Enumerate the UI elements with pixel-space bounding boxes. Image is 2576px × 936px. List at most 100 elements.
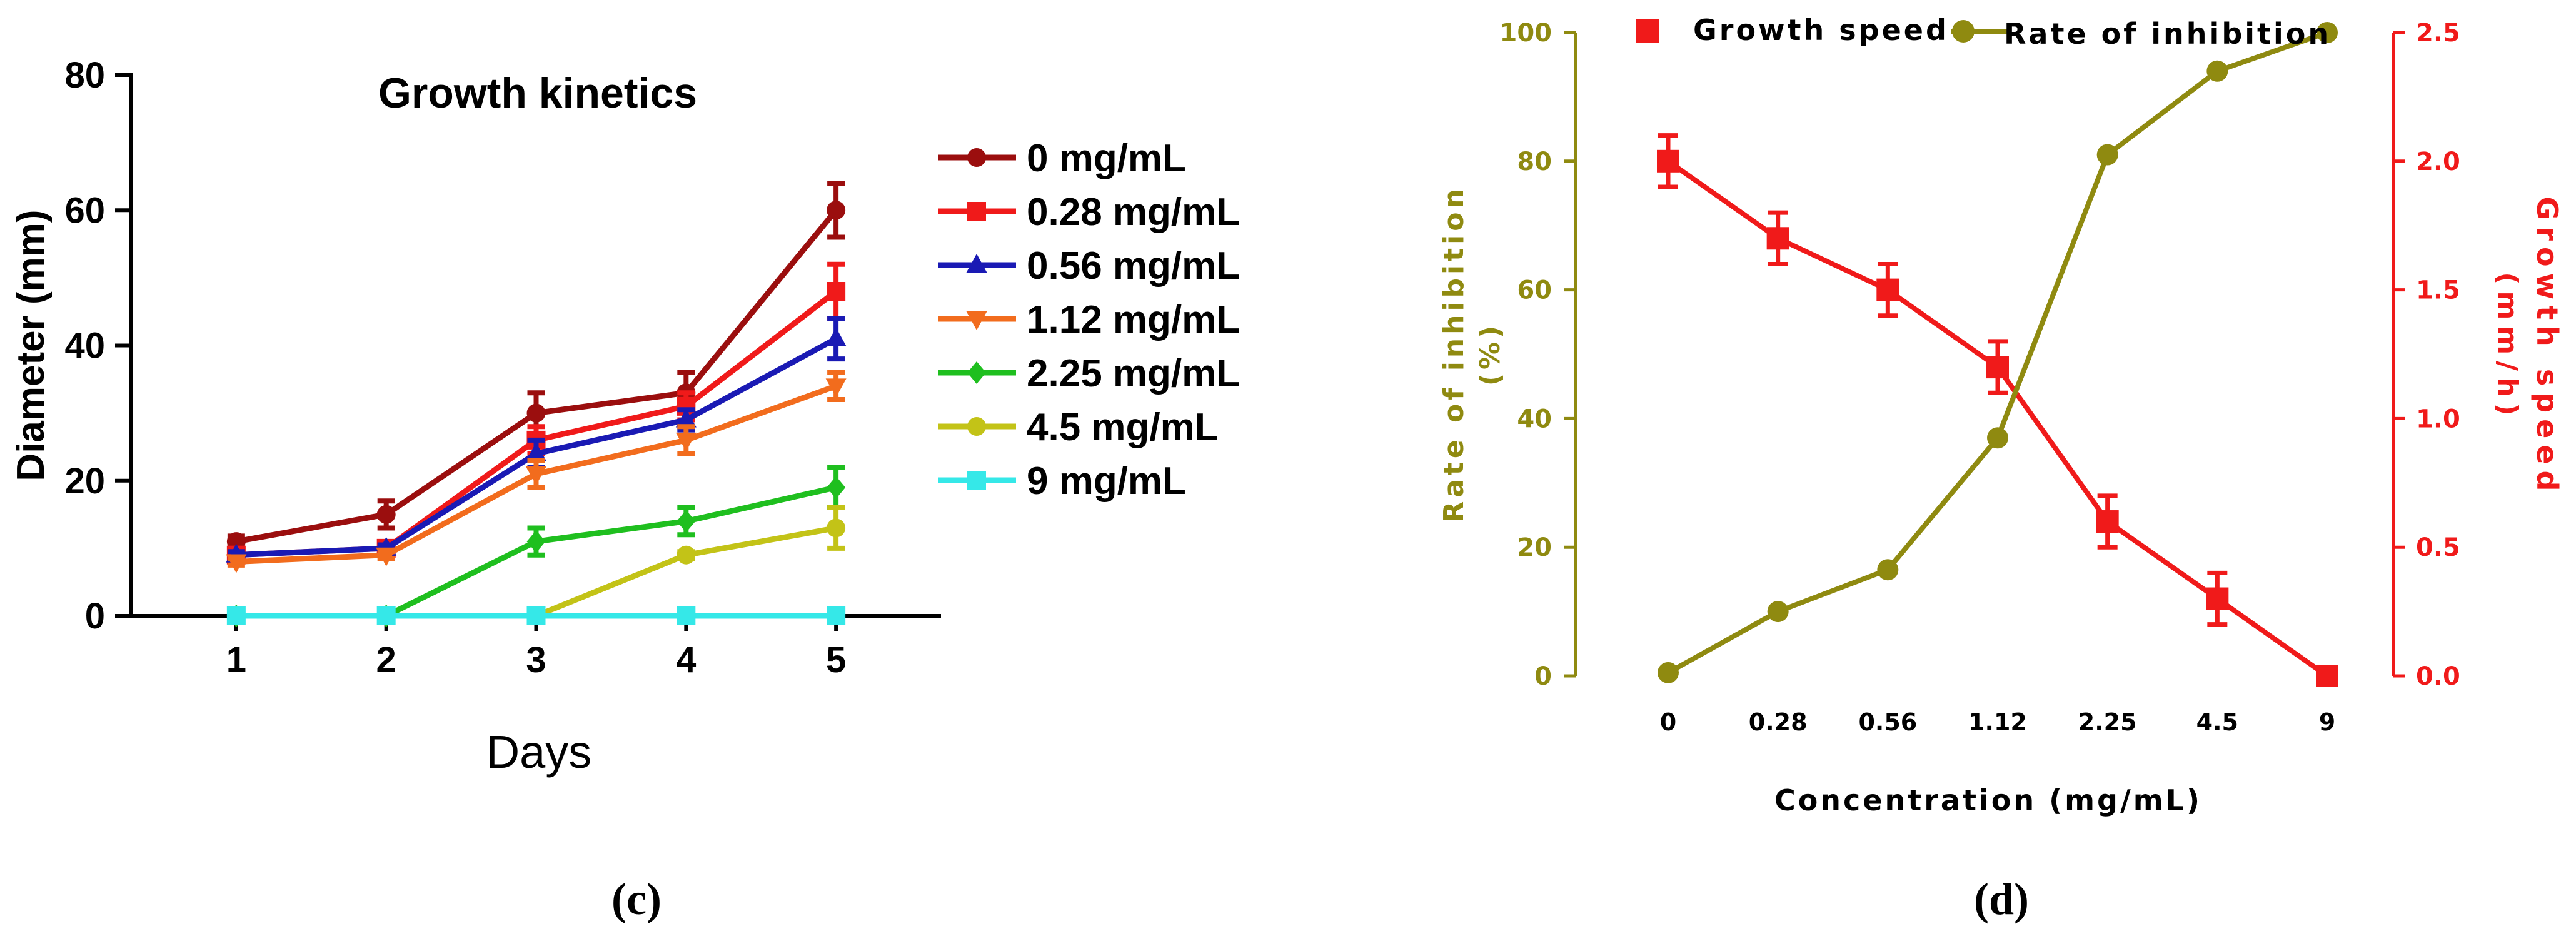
right-y-tick-label: 2.5 bbox=[2416, 19, 2460, 48]
data-point bbox=[526, 466, 546, 485]
legend: Growth speed Rate of inhibition bbox=[1636, 13, 2331, 51]
series-2-25-mg-ml bbox=[226, 465, 846, 627]
series-9-mg-ml bbox=[226, 606, 846, 625]
left-y-axis-title: Rate of inhibition bbox=[1438, 185, 1470, 523]
data-point bbox=[226, 554, 247, 573]
legend-marker bbox=[966, 254, 987, 273]
legend-marker bbox=[1636, 19, 1659, 43]
chart-title: Growth kinetics bbox=[378, 69, 697, 117]
x-axis-title: Concentration (mg/mL) bbox=[1774, 783, 2202, 817]
legend-label: 1.12 mg/mL bbox=[1027, 298, 1240, 341]
data-point bbox=[226, 606, 246, 625]
panel-caption-c: (c) bbox=[611, 874, 662, 924]
data-point bbox=[827, 518, 846, 538]
series-growth-speed bbox=[1657, 133, 2338, 687]
y-axis-title: Diameter (mm) bbox=[9, 209, 53, 481]
left-y-axis-title-unit: (%) bbox=[1474, 322, 1506, 386]
right-y-tick-label: 1.5 bbox=[2416, 276, 2460, 305]
x-tick-label: 1 bbox=[226, 640, 246, 680]
series-rate-of-inhibition bbox=[1658, 22, 2338, 683]
right-y-tick-label: 2.0 bbox=[2416, 148, 2460, 176]
legend-label: Rate of inhibition bbox=[2004, 17, 2331, 51]
right-y-tick-label: 1.0 bbox=[2416, 405, 2460, 433]
x-tick-label: 0.28 bbox=[1749, 708, 1808, 736]
legend-marker bbox=[967, 471, 986, 490]
legend-label: 0 mg/mL bbox=[1027, 137, 1186, 180]
panel-caption-d: (d) bbox=[1974, 874, 2029, 924]
data-point bbox=[825, 327, 847, 346]
panel-d-chart: 0 20 40 60 80 100 0.0 0.5 1.0 1.5 2.0 2.5 0 0.28 0.56 1… bbox=[1438, 13, 2564, 817]
data-point bbox=[675, 432, 697, 451]
legend-label: Growth speed bbox=[1693, 13, 1949, 47]
data-point bbox=[827, 476, 846, 499]
data-point bbox=[827, 606, 846, 625]
x-tick-label: 1.12 bbox=[1968, 708, 2027, 736]
series-1-12-mg-ml bbox=[226, 370, 847, 573]
left-y-tick-label: 100 bbox=[1500, 19, 1552, 48]
data-point bbox=[1767, 601, 1789, 623]
data-point bbox=[1658, 662, 1679, 683]
x-tick-label: 2 bbox=[376, 640, 396, 680]
legend-label: 9 mg/mL bbox=[1027, 460, 1186, 503]
data-point bbox=[526, 530, 546, 553]
legend-label: 2.25 mg/mL bbox=[1027, 352, 1240, 395]
data-point bbox=[677, 545, 696, 565]
y-tick-label: 40 bbox=[64, 326, 105, 366]
data-point bbox=[526, 606, 546, 625]
right-y-axis-title-unit: (mm/h) bbox=[2492, 272, 2523, 421]
left-y-tick-label: 60 bbox=[1517, 276, 1552, 305]
x-tick-label: 0.56 bbox=[1858, 708, 1917, 736]
data-point bbox=[825, 378, 847, 398]
right-y-axis-title: Growth speed bbox=[2530, 197, 2564, 498]
legend-marker bbox=[967, 148, 986, 167]
legend-marker bbox=[967, 417, 986, 436]
y-tick-label: 20 bbox=[64, 461, 105, 501]
legend-label: 4.5 mg/mL bbox=[1027, 406, 1219, 449]
legend-label: 0.28 mg/mL bbox=[1027, 191, 1240, 234]
legend-marker bbox=[967, 361, 986, 384]
data-point bbox=[827, 201, 846, 220]
data-point bbox=[1766, 227, 1789, 250]
data-point bbox=[1876, 278, 1899, 301]
y-tick-label: 60 bbox=[64, 190, 105, 231]
data-point bbox=[1657, 149, 1679, 173]
data-point bbox=[2206, 587, 2229, 610]
x-tick-label: 0 bbox=[1660, 708, 1676, 736]
panel-captions: (c) (d) bbox=[611, 874, 2029, 924]
data-point bbox=[2096, 510, 2119, 533]
series-line bbox=[236, 208, 838, 545]
data-point bbox=[1877, 559, 1899, 581]
data-point bbox=[2317, 22, 2338, 43]
x-tick-label: 2.25 bbox=[2078, 708, 2137, 736]
legend-label: 0.56 mg/mL bbox=[1027, 244, 1240, 288]
legend-marker bbox=[967, 202, 986, 221]
right-y-tick-label: 0.0 bbox=[2416, 662, 2460, 691]
data-point bbox=[376, 606, 396, 625]
legend-marker bbox=[966, 311, 987, 330]
data-point bbox=[526, 442, 546, 461]
x-tick-label: 3 bbox=[526, 640, 546, 680]
panel-c-chart: 0 20 40 60 80 1 2 3 4 5 Growth kinetics Days Diamete… bbox=[9, 55, 1240, 778]
x-tick-label: 9 bbox=[2319, 708, 2335, 736]
left-y-tick-label: 80 bbox=[1517, 148, 1552, 176]
data-point bbox=[827, 282, 846, 301]
right-y-tick-label: 0.5 bbox=[2416, 533, 2460, 562]
data-point bbox=[675, 408, 697, 428]
data-point bbox=[2316, 665, 2338, 687]
data-point bbox=[2206, 60, 2228, 82]
data-point bbox=[376, 547, 397, 566]
data-point bbox=[677, 606, 696, 625]
data-point bbox=[677, 510, 696, 533]
y-tick-label: 0 bbox=[85, 596, 105, 637]
legend-marker bbox=[1952, 20, 1975, 43]
x-axis-title: Days bbox=[486, 726, 592, 778]
legend: 0 mg/mL 0.28 mg/mL 0.56 mg/mL 1.12 mg/mL 2.2… bbox=[938, 137, 1240, 503]
data-point bbox=[2096, 144, 2118, 166]
data-point bbox=[1987, 427, 2008, 449]
data-point bbox=[1986, 356, 2009, 379]
series-0-mg-ml bbox=[226, 181, 846, 551]
left-y-tick-label: 40 bbox=[1517, 405, 1552, 433]
x-tick-label: 5 bbox=[826, 640, 846, 680]
